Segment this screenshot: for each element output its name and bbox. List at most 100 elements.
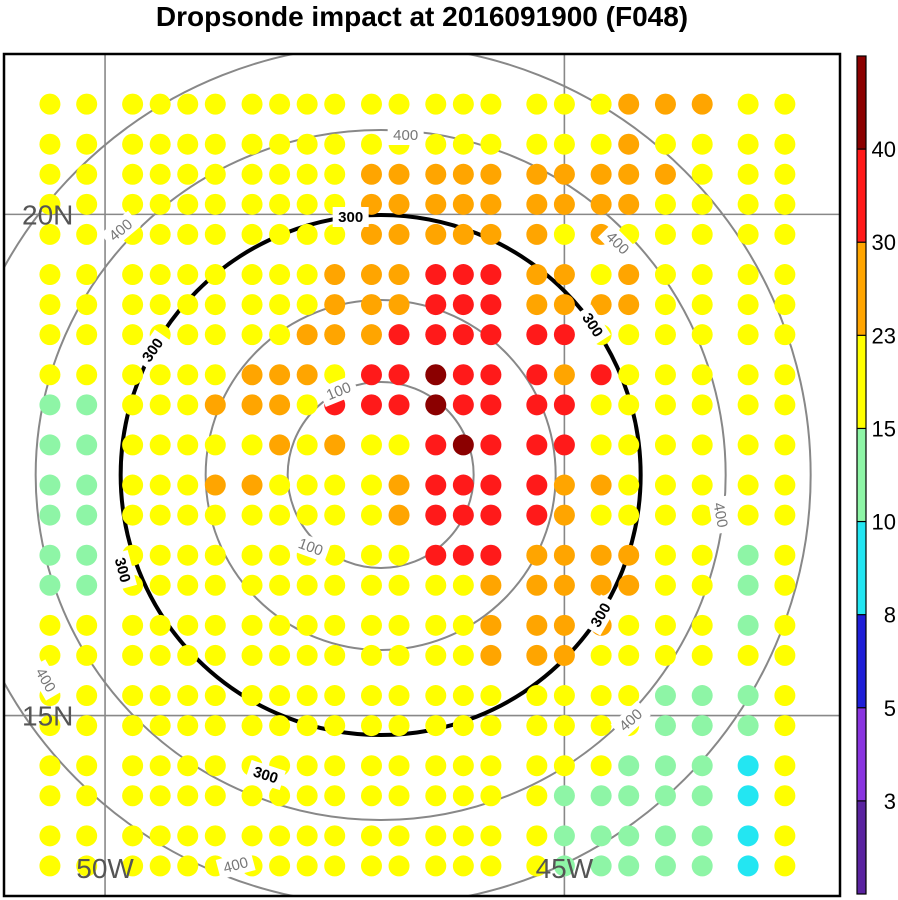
impact-point	[526, 394, 548, 416]
impact-point	[241, 223, 263, 245]
impact-point	[241, 264, 263, 286]
impact-point	[39, 163, 61, 185]
impact-point	[590, 825, 612, 847]
impact-point	[590, 855, 612, 877]
impact-point	[177, 163, 199, 185]
impact-point	[241, 614, 263, 636]
impact-point	[590, 715, 612, 737]
impact-point	[388, 223, 410, 245]
impact-point	[691, 133, 713, 155]
impact-point	[737, 504, 759, 526]
impact-point	[360, 264, 382, 286]
impact-point	[654, 855, 676, 877]
impact-point	[590, 434, 612, 456]
impact-point	[654, 715, 676, 737]
impact-point	[553, 574, 575, 596]
impact-point	[177, 574, 199, 596]
impact-point	[425, 785, 447, 807]
impact-point	[324, 93, 346, 115]
impact-point	[618, 504, 640, 526]
impact-point	[177, 223, 199, 245]
impact-point	[149, 644, 171, 666]
impact-point	[691, 614, 713, 636]
impact-point	[480, 855, 502, 877]
impact-point	[737, 324, 759, 346]
impact-point	[269, 855, 291, 877]
impact-point	[76, 324, 98, 346]
impact-point	[204, 434, 226, 456]
impact-point	[452, 574, 474, 596]
impact-point	[204, 685, 226, 707]
impact-point	[122, 504, 144, 526]
impact-point	[76, 504, 98, 526]
impact-point	[425, 163, 447, 185]
impact-point	[553, 93, 575, 115]
impact-point	[654, 785, 676, 807]
impact-point	[177, 685, 199, 707]
impact-point	[296, 825, 318, 847]
impact-point	[590, 193, 612, 215]
impact-point	[618, 294, 640, 316]
impact-point	[269, 574, 291, 596]
impact-point	[774, 755, 796, 777]
impact-point	[526, 644, 548, 666]
impact-point	[590, 294, 612, 316]
svg-text:400: 400	[710, 501, 731, 529]
colorbar-label: 30	[872, 230, 896, 255]
impact-point	[269, 685, 291, 707]
impact-point	[526, 504, 548, 526]
impact-point	[691, 93, 713, 115]
impact-point	[654, 614, 676, 636]
colorbar-segment	[857, 149, 866, 243]
impact-point	[360, 504, 382, 526]
impact-point	[618, 193, 640, 215]
impact-point	[452, 644, 474, 666]
impact-point	[526, 163, 548, 185]
impact-point	[654, 294, 676, 316]
impact-point	[324, 133, 346, 155]
impact-point	[39, 264, 61, 286]
impact-point	[360, 93, 382, 115]
impact-point	[425, 644, 447, 666]
colorbar-frame	[856, 55, 867, 895]
impact-point	[774, 394, 796, 416]
impact-point	[480, 644, 502, 666]
impact-point	[204, 715, 226, 737]
impact-point	[526, 434, 548, 456]
colorbar-label: 40	[872, 137, 896, 162]
impact-point	[737, 93, 759, 115]
impact-point	[39, 434, 61, 456]
impact-point	[122, 193, 144, 215]
impact-point	[296, 324, 318, 346]
impact-point	[296, 193, 318, 215]
colorbar-segment	[857, 242, 866, 336]
contour-label-300d: 300	[108, 550, 137, 590]
impact-point	[425, 685, 447, 707]
impact-point	[324, 715, 346, 737]
impact-point	[452, 614, 474, 636]
impact-point	[691, 685, 713, 707]
impact-point	[452, 264, 474, 286]
impact-point	[654, 193, 676, 215]
impact-point	[241, 825, 263, 847]
impact-point	[654, 685, 676, 707]
impact-point	[204, 93, 226, 115]
impact-point	[553, 364, 575, 386]
impact-point	[425, 223, 447, 245]
impact-point	[737, 394, 759, 416]
impact-point	[388, 163, 410, 185]
impact-point	[76, 715, 98, 737]
impact-point	[590, 685, 612, 707]
impact-point	[388, 504, 410, 526]
impact-point	[122, 163, 144, 185]
lon-tick-label: 50W	[76, 853, 134, 884]
impact-point	[177, 394, 199, 416]
impact-point	[425, 504, 447, 526]
impact-point	[204, 825, 226, 847]
impact-point	[324, 755, 346, 777]
impact-point	[553, 715, 575, 737]
impact-point	[39, 223, 61, 245]
impact-point	[590, 264, 612, 286]
impact-point	[324, 163, 346, 185]
impact-point	[76, 785, 98, 807]
